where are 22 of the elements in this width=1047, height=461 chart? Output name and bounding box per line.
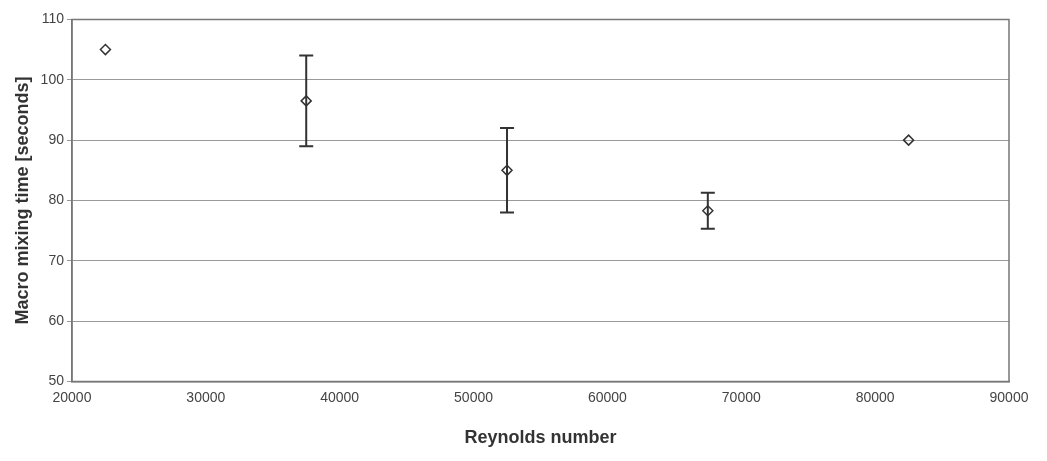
y-tick-label: 70 (48, 251, 65, 268)
point (300, 95, 312, 107)
y-tick-label: 80 (48, 191, 65, 208)
y-tick-label: 60 (48, 312, 65, 329)
y-tick-label: 100 (40, 70, 65, 87)
x-tick-label: 20000 (52, 388, 92, 405)
point (702, 205, 714, 217)
x-tick-label: 30000 (186, 388, 226, 405)
point (99, 43, 112, 56)
y-tick-label: 110 (41, 10, 65, 27)
y-tick-label: 90 (48, 130, 65, 147)
y-axis-title: Macro mixing time [seconds] (11, 76, 32, 325)
x-tick-label: 50000 (454, 388, 494, 405)
y-tick-label: 50 (48, 372, 65, 389)
x-tick-label: 40000 (320, 388, 360, 405)
x-tick-label: 70000 (721, 388, 761, 405)
x-tick-label: 80000 (855, 388, 895, 405)
x-tick-label: 60000 (587, 388, 628, 405)
point (501, 164, 513, 177)
x-tick-label: 90000 (989, 388, 1029, 405)
point (902, 134, 915, 146)
x-axis-title: Reynolds number (464, 427, 617, 448)
